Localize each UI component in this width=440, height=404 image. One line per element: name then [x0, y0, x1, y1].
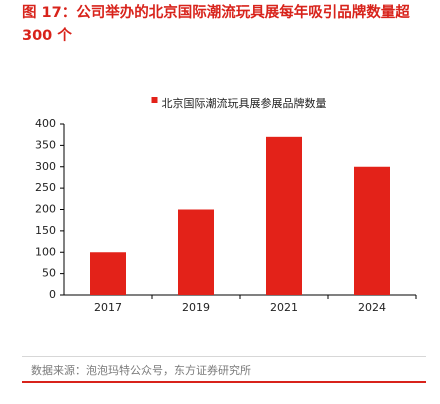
x-tick-label: 2017 — [94, 301, 122, 314]
y-tick-label: 50 — [42, 267, 56, 280]
bar — [266, 136, 302, 295]
y-tick-label: 200 — [35, 203, 56, 216]
chart-svg: 北京国际潮流玩具展参展品牌数量 0 50 100 150 200 250 300 350 400 2… — [35, 96, 417, 314]
y-tick-label: 350 — [35, 138, 56, 151]
x-tick-label: 2021 — [270, 301, 298, 314]
legend-swatch — [151, 97, 158, 103]
x-tick-label: 2019 — [182, 301, 210, 314]
y-tick-label: 0 — [49, 288, 56, 301]
source-note: 数据来源：泡泡玛特公众号，东方证券研究所 — [31, 364, 251, 377]
y-tick-label: 400 — [35, 117, 56, 130]
y-tick-label: 150 — [35, 224, 56, 237]
legend-label: 北京国际潮流玩具展参展品牌数量 — [162, 96, 327, 110]
y-tick-label: 100 — [35, 245, 56, 258]
figure-title: 图 17：公司举办的北京国际潮流玩具展每年吸引品牌数量超300 个 — [22, 5, 410, 44]
bar-chart: 北京国际潮流玩具展参展品牌数量 0 50 100 150 200 250 300 350 400 2… — [0, 90, 440, 325]
y-tick-label: 300 — [35, 160, 56, 173]
bottom-rule — [22, 381, 426, 383]
x-tick-label: 2024 — [358, 301, 386, 314]
y-tick-label: 250 — [35, 181, 56, 194]
source-divider — [22, 356, 426, 357]
bar — [354, 166, 390, 295]
bar — [90, 252, 126, 295]
bar — [178, 209, 214, 295]
